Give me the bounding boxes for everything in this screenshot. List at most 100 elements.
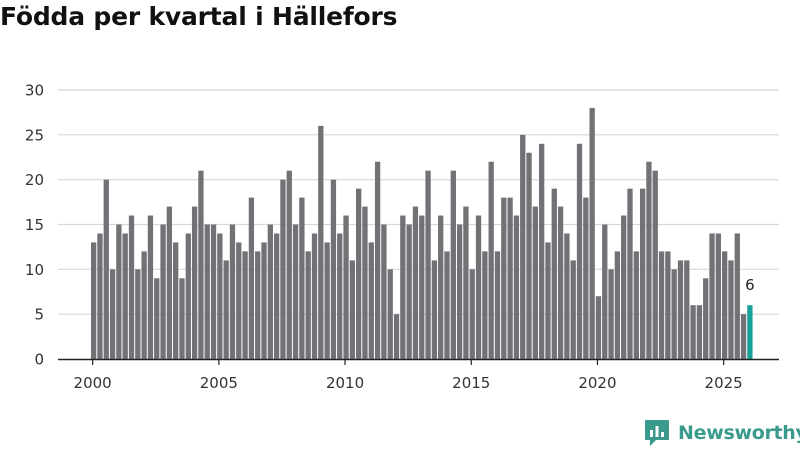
bar [482,251,488,359]
bar [248,197,255,359]
bar [621,215,627,359]
bar [564,233,570,359]
bar [191,206,198,359]
bar [393,314,400,359]
bar [349,260,356,359]
bar [608,269,614,359]
bar [595,296,602,359]
bar [154,278,160,359]
bar [475,215,482,359]
x-tick-label: 2025 [705,374,743,392]
bar [116,224,122,359]
bar [362,206,368,359]
bar [356,188,362,359]
bar [368,242,374,359]
bar [286,170,292,359]
bar [576,143,583,359]
bar [406,224,412,359]
x-axis: 2000 2005 2010 2015 2020 2025 [58,358,779,392]
bar [545,242,551,359]
bar [179,278,185,359]
x-tick-label: 2020 [578,374,616,392]
bar [217,233,223,359]
x-tick-label: 2015 [452,374,490,392]
bar [280,179,286,359]
newsworthy-logo: Newsworthy [644,418,800,448]
bar [419,215,425,359]
x-tick-label: 2005 [200,374,238,392]
bar [147,215,154,359]
bar [520,134,526,359]
y-tick-label: 5 [34,306,44,324]
gridlines [58,89,779,315]
bar [305,251,311,359]
bar [198,170,204,359]
x-tick-label: 2000 [74,374,112,392]
bar [128,215,135,359]
y-tick-label: 0 [34,351,44,369]
y-axis-ticks: 0 5 10 15 20 25 30 [25,82,44,369]
bar [236,242,242,359]
bar [160,224,166,359]
bar [318,125,324,359]
bar [671,269,677,359]
bar [229,224,236,359]
bar [97,233,103,359]
bar [166,206,173,359]
bar [690,305,696,359]
bar [299,197,305,359]
bar [122,233,128,359]
bar [734,233,740,359]
bar [292,224,299,359]
chart-title: Födda per kvartal i Hällefors [0,2,398,31]
bar [539,143,545,359]
bar [337,233,343,359]
bar [255,251,261,359]
bar [602,224,608,359]
bar [526,152,532,359]
bar [570,260,576,359]
bar [185,233,191,359]
bar [747,305,753,359]
bar [488,161,494,359]
brand-name: Newsworthy [678,422,800,444]
bar [273,233,280,359]
bar [728,260,734,359]
bar [444,251,450,359]
bar [223,260,229,359]
bar [374,161,381,359]
bar [135,269,141,359]
bar [400,215,406,359]
bar [703,278,709,359]
bar [311,233,318,359]
bar [103,179,109,359]
x-tick-label: 2010 [326,374,364,392]
y-tick-label: 20 [25,171,44,189]
bar [438,215,444,359]
bar [677,260,684,359]
bar [551,188,557,359]
y-tick-label: 10 [25,261,44,279]
y-tick-label: 15 [25,216,44,234]
bar [463,206,469,359]
bars [91,107,753,359]
bar [450,170,456,359]
bar [242,251,248,359]
bar [722,251,728,359]
bar [469,269,475,359]
bar [210,224,217,359]
bar [715,233,721,359]
bar [267,224,273,359]
bar [646,161,652,359]
bar [501,197,507,359]
bar [91,242,97,359]
bar [387,269,393,359]
bar [425,170,431,359]
y-tick-label: 25 [25,126,44,144]
bar [557,206,564,359]
bar [709,233,715,359]
data-labels: 6 [745,276,755,294]
bar [431,260,438,359]
bar [658,251,665,359]
